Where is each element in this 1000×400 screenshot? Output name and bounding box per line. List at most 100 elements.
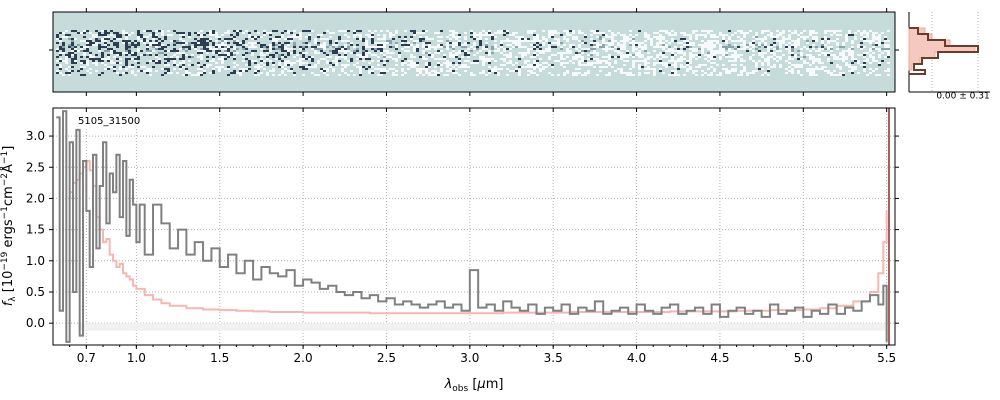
trace-pixel <box>59 64 62 66</box>
trace-pixel <box>179 38 182 40</box>
trace-pixel <box>233 40 236 42</box>
trace-pixel <box>248 46 251 48</box>
trace-pixel <box>581 56 584 58</box>
trace-pixel <box>161 30 164 32</box>
trace-pixel <box>212 68 215 70</box>
trace-pixel <box>860 64 863 66</box>
trace-pixel <box>245 48 248 50</box>
trace-pixel <box>269 34 272 36</box>
trace-pixel <box>224 58 227 60</box>
trace-pixel <box>824 36 827 38</box>
trace-pixel <box>236 32 239 34</box>
trace-pixel <box>692 70 695 72</box>
trace-pixel <box>557 52 560 54</box>
trace-pixel <box>131 70 134 72</box>
trace-pixel <box>152 60 155 62</box>
trace-pixel <box>482 70 485 72</box>
trace-pixel <box>758 42 761 44</box>
trace-pixel <box>245 38 248 40</box>
trace-pixel <box>155 70 158 72</box>
trace-pixel <box>881 32 884 34</box>
trace-pixel <box>83 74 86 76</box>
y-tick-label: 2.0 <box>26 191 45 205</box>
trace-pixel <box>71 44 74 46</box>
trace-pixel <box>428 46 431 48</box>
trace-pixel <box>719 72 722 74</box>
trace-pixel <box>884 40 887 42</box>
trace-pixel <box>527 60 530 62</box>
trace-pixel <box>491 38 494 40</box>
trace-pixel <box>665 32 668 34</box>
trace-pixel <box>710 54 713 56</box>
trace-pixel <box>464 64 467 66</box>
trace-pixel <box>326 74 329 76</box>
trace-pixel <box>410 54 413 56</box>
trace-pixel <box>626 52 629 54</box>
trace-pixel <box>320 38 323 40</box>
trace-pixel <box>203 38 206 40</box>
trace-pixel <box>803 30 806 32</box>
trace-pixel <box>446 64 449 66</box>
trace-pixel <box>614 60 617 62</box>
trace-pixel <box>215 66 218 68</box>
trace-pixel <box>716 36 719 38</box>
trace-pixel <box>62 36 65 38</box>
trace-pixel <box>164 36 167 38</box>
trace-pixel <box>683 54 686 56</box>
trace-pixel <box>125 38 128 40</box>
trace-pixel <box>116 58 119 60</box>
trace-pixel <box>536 60 539 62</box>
trace-pixel <box>605 62 608 64</box>
trace-pixel <box>197 42 200 44</box>
trace-pixel <box>470 50 473 52</box>
trace-pixel <box>248 34 251 36</box>
trace-pixel <box>386 56 389 58</box>
trace-pixel <box>860 34 863 36</box>
trace-pixel <box>86 40 89 42</box>
trace-pixel <box>281 34 284 36</box>
trace-pixel <box>728 38 731 40</box>
trace-pixel <box>377 68 380 70</box>
trace-pixel <box>167 58 170 60</box>
trace-pixel <box>350 44 353 46</box>
trace-pixel <box>842 60 845 62</box>
trace-pixel <box>563 38 566 40</box>
trace-pixel <box>539 68 542 70</box>
trace-pixel <box>677 52 680 54</box>
trace-pixel <box>689 38 692 40</box>
trace-pixel <box>527 70 530 72</box>
trace-pixel <box>821 40 824 42</box>
trace-pixel <box>230 54 233 56</box>
trace-pixel <box>875 42 878 44</box>
trace-pixel <box>395 58 398 60</box>
trace-pixel <box>287 54 290 56</box>
trace-pixel <box>659 34 662 36</box>
trace-pixel <box>239 42 242 44</box>
trace-pixel <box>878 40 881 42</box>
trace-pixel <box>773 44 776 46</box>
trace-pixel <box>452 48 455 50</box>
trace-pixel <box>767 56 770 58</box>
trace-pixel <box>743 60 746 62</box>
trace-pixel <box>86 62 89 64</box>
trace-pixel <box>755 48 758 50</box>
trace-pixel <box>206 56 209 58</box>
trace-pixel <box>287 70 290 72</box>
trace-pixel <box>452 66 455 68</box>
trace-pixel <box>344 46 347 48</box>
trace-pixel <box>377 64 380 66</box>
trace-pixel <box>380 46 383 48</box>
trace-pixel <box>200 72 203 74</box>
trace-pixel <box>131 52 134 54</box>
trace-pixel <box>188 60 191 62</box>
trace-pixel <box>98 74 101 76</box>
trace-pixel <box>788 56 791 58</box>
trace-pixel <box>305 58 308 60</box>
trace-pixel <box>413 56 416 58</box>
x-tick-label: 4.0 <box>627 351 646 365</box>
trace-pixel <box>713 70 716 72</box>
trace-pixel <box>332 70 335 72</box>
trace-pixel <box>740 44 743 46</box>
trace-pixel <box>629 68 632 70</box>
trace-pixel <box>506 56 509 58</box>
